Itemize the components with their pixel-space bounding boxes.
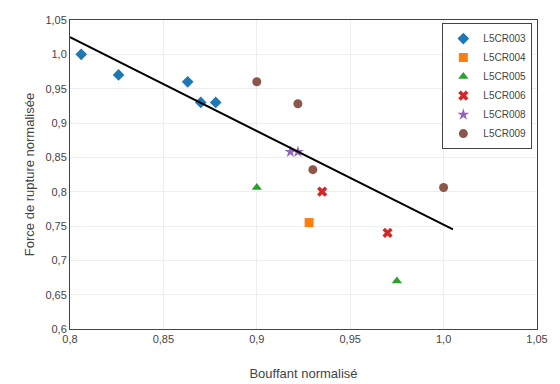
svg-text:1,0: 1,0 [436,333,451,345]
svg-text:1,0: 1,0 [52,48,67,60]
svg-text:0,9: 0,9 [52,117,67,129]
svg-text:0,95: 0,95 [45,83,66,95]
svg-text:1,05: 1,05 [526,333,547,345]
svg-text:0,75: 0,75 [45,220,66,232]
svg-text:0,95: 0,95 [339,333,360,345]
svg-text:0,6: 0,6 [52,323,67,335]
svg-text:Bouffant normalisé: Bouffant normalisé [249,366,357,381]
svg-text:L5CR003: L5CR003 [483,33,526,44]
svg-text:0,7: 0,7 [52,254,67,266]
svg-text:0,8: 0,8 [52,186,67,198]
svg-text:L5CR006: L5CR006 [483,90,526,101]
svg-text:L5CR008: L5CR008 [483,109,526,120]
svg-text:0,85: 0,85 [45,151,66,163]
svg-text:0,9: 0,9 [249,333,264,345]
svg-text:L5CR009: L5CR009 [483,128,526,139]
svg-text:0,85: 0,85 [153,333,174,345]
svg-text:0,8: 0,8 [62,333,77,345]
svg-text:1,05: 1,05 [45,14,66,26]
svg-text:Force de rupture normalisée: Force de rupture normalisée [22,93,37,256]
svg-text:L5CR004: L5CR004 [483,52,526,63]
svg-text:0,65: 0,65 [45,289,66,301]
svg-text:L5CR005: L5CR005 [483,71,526,82]
